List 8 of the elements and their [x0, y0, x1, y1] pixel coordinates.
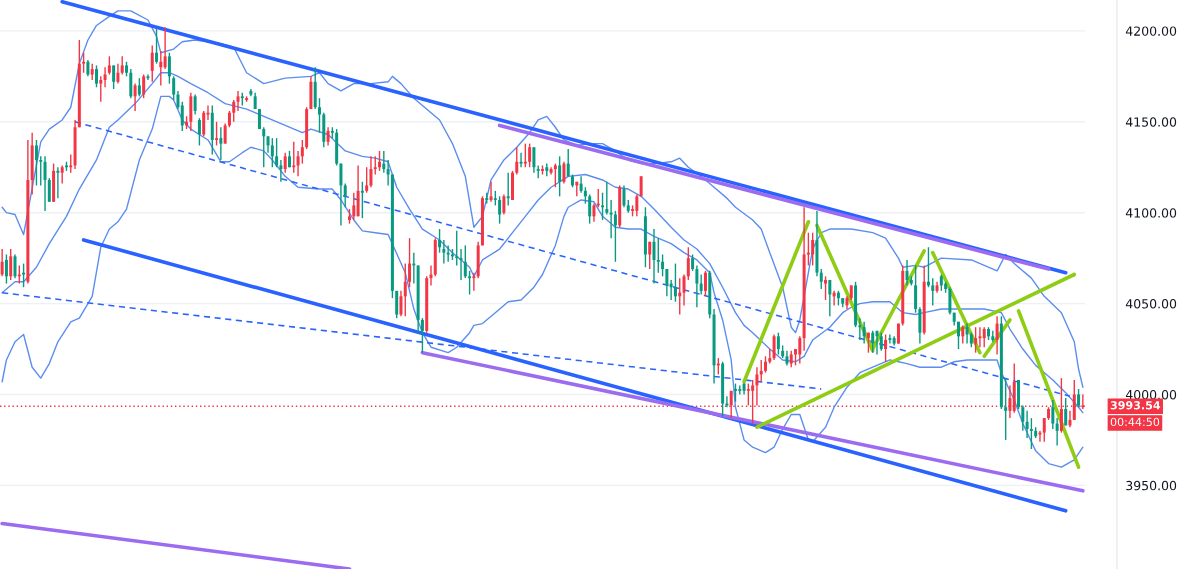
y-tick-label: 4100.00 [1125, 208, 1177, 218]
y-tick-label: 4200.00 [1125, 26, 1177, 36]
y-tick-label: 4050.00 [1125, 299, 1177, 309]
ref-line-label: 3993.54 [1110, 401, 1161, 410]
y-tick-label: 4150.00 [1125, 117, 1177, 127]
text: 00:44:50 [1110, 417, 1160, 427]
y-tick-label: 4000.00 [1125, 389, 1177, 400]
y-tick-label: 3950.00 [1126, 480, 1177, 491]
